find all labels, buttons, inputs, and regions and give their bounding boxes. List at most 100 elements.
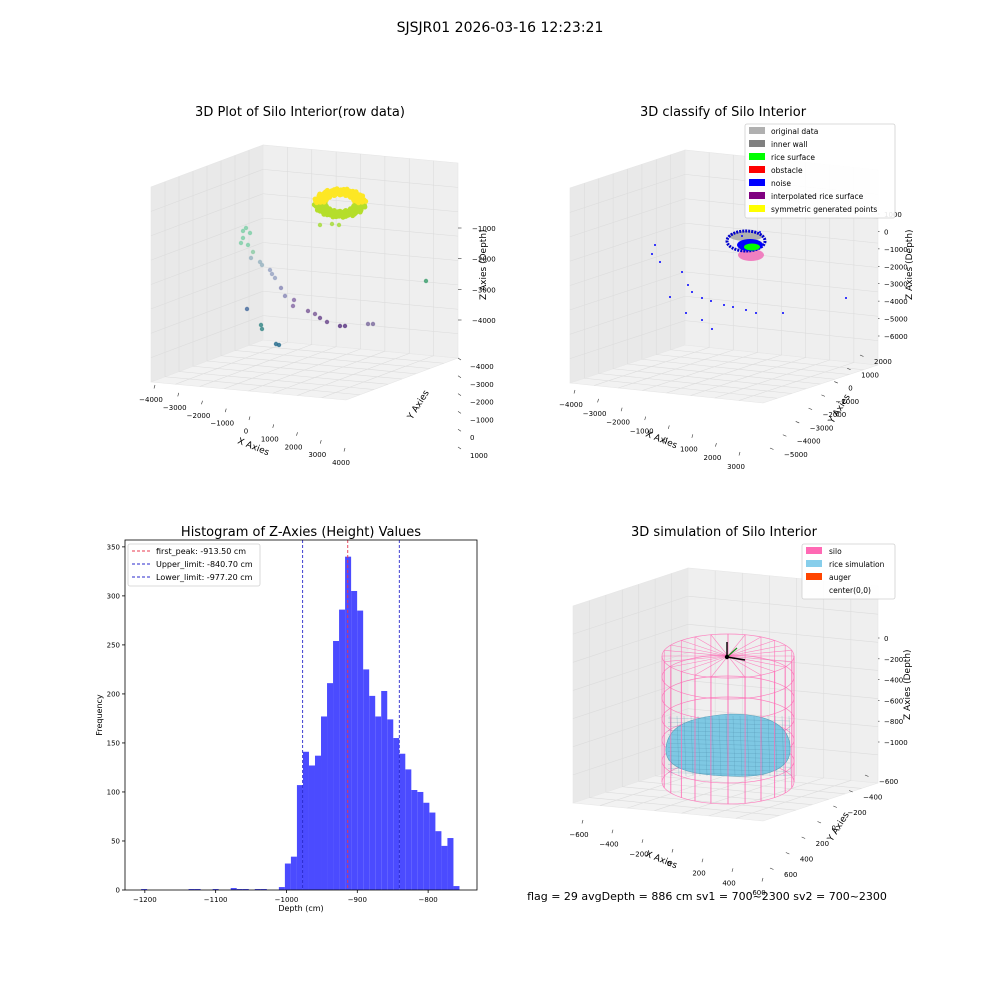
tick-label: 3000 [308,451,326,459]
x-tick-label: −800 [419,896,438,904]
tick-mark [343,447,346,452]
rice-mesh-line [753,715,757,777]
tick-label: −3000 [472,286,496,294]
tick-label: 1000 [861,371,879,379]
tick-label: 600 [752,889,765,897]
grid-line [297,353,410,396]
figure-suptitle: SJSJR01 2026-03-16 12:23:21 [397,20,604,36]
data-point [272,275,278,281]
histogram-bar [278,887,285,890]
legend-swatch [749,153,765,160]
histogram-bar [375,716,382,890]
data-point [336,222,342,228]
legend-label: auger [829,573,852,582]
tick-mark [319,440,322,444]
tick-mark [201,400,203,405]
silo-wire [727,655,746,678]
noise-point [669,296,671,298]
silo-wire [727,636,762,657]
grid-line [681,775,797,814]
tick-label: 400 [722,879,735,887]
legend-label: obstacle [771,166,803,175]
panel1-title: 3D Plot of Silo Interior(row data) [195,105,405,120]
grid-line [572,652,689,691]
data-point [250,249,256,255]
legend-label: noise [771,179,791,188]
grid-line [627,363,821,385]
silo-wire [727,644,786,657]
tick-mark [457,375,462,379]
tick-mark [667,425,670,430]
tick-label: −3000 [810,424,834,432]
histogram-bar [302,751,309,890]
tick-label: −200 [884,656,903,664]
tick-mark [457,357,462,361]
legend-swatch [806,573,822,580]
panel3-bars [141,556,460,890]
tick-label: −3000 [884,281,908,289]
histogram-bar [321,716,328,890]
grid-line [569,174,686,213]
histogram-bar [296,785,303,890]
rice-surface-mark [744,243,760,251]
tick-label: 200 [692,870,705,878]
grid-line [638,780,829,800]
data-point [259,326,265,332]
tick-mark [620,407,623,412]
silo-wire [681,655,729,672]
tick-mark [641,839,644,843]
y-tick-label: 300 [107,592,120,600]
data-point [317,315,323,321]
legend-swatch [806,547,822,554]
silo-wire [727,655,792,662]
tick-mark [795,421,800,424]
histogram-bar [236,889,243,890]
data-point [290,303,296,309]
tick-label: 0 [848,385,852,393]
rice-mesh-line [788,715,792,777]
histogram-bar [387,719,394,890]
panel4-ticks: −600−400−20002004006006004002000−200−400… [569,635,907,897]
auger-axis [726,656,746,661]
tick-label: −5000 [784,451,808,459]
tick-label: −2000 [884,263,908,271]
tick-mark [715,443,717,447]
tick-mark [581,819,584,824]
histogram-bar [447,838,454,890]
silo-wire [670,655,729,668]
panel1-points [238,186,429,348]
rice-mesh-line [711,715,715,777]
rice-mesh-line [781,715,785,777]
tick-label: −1000 [630,428,654,436]
noise-point [755,312,757,314]
data-point [317,222,323,228]
data-point [269,271,275,277]
legend-frame [744,123,896,219]
tick-label: 0 [667,860,671,868]
noise-point [741,235,743,237]
panel2-xlabel: X Axies [644,430,679,452]
tick-label: −600 [884,697,903,705]
noise-point [710,300,712,302]
x-tick-label: −1000 [275,896,299,904]
tick-label: 2000 [285,443,303,451]
histogram-bar [363,669,370,890]
tick-label: −1000 [884,246,908,254]
panel2-axes-box [569,149,879,404]
tick-mark [833,805,837,808]
rice-mesh-line [739,715,743,777]
noise-ring-mark [725,229,767,253]
rice-mesh-line [767,715,771,777]
histogram-bar [212,889,219,890]
data-point [259,262,265,268]
tick-mark [847,368,851,371]
panel3-xlabel: Depth (cm) [278,904,323,913]
tick-label: −4000 [797,438,821,446]
grid-line [654,772,770,811]
panel2-zlabel: Z Axies (Depth) [905,229,915,300]
legend-swatch [749,192,765,199]
y-tick-label: 250 [107,641,120,649]
grid-line [192,365,389,385]
noise-point [759,231,761,233]
tick-label: 1000 [680,445,698,453]
